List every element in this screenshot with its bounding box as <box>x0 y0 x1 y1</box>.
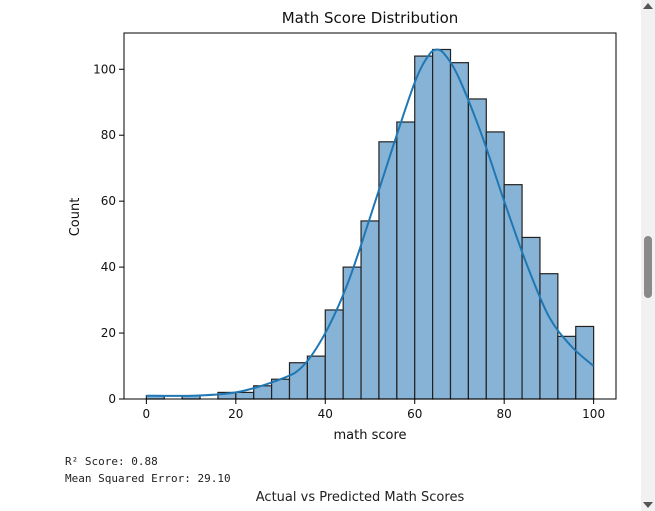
histogram-bar <box>414 55 434 400</box>
mse-output: Mean Squared Error: 29.10 <box>65 472 231 485</box>
y-tick-label: 40 <box>101 260 116 274</box>
y-tick-label: 80 <box>101 128 116 142</box>
histogram-bar <box>449 62 470 400</box>
histogram-bar <box>539 273 559 400</box>
vertical-scrollbar[interactable] <box>641 0 655 511</box>
r2-score-output: R² Score: 0.88 <box>65 455 158 468</box>
histogram-chart: Math Score Distribution 0 20 40 60 80 100 0 20… <box>68 9 617 443</box>
histogram-bar <box>503 184 523 400</box>
y-axis-label: Count <box>68 198 83 237</box>
histogram-bar <box>432 48 452 400</box>
histogram-bar <box>306 355 326 400</box>
x-tick-label: 40 <box>318 407 333 421</box>
x-tick-label: 60 <box>407 407 422 421</box>
scroll-up-arrow-icon[interactable] <box>643 3 653 9</box>
histogram-bar <box>360 220 380 400</box>
histogram-bar <box>235 391 255 400</box>
x-tick-label: 0 <box>143 407 151 421</box>
plot-frame <box>123 32 617 400</box>
histogram-bar <box>557 335 577 400</box>
kde-curve <box>146 48 595 397</box>
y-axis-ticks: 0 20 40 60 80 100 <box>93 62 124 406</box>
bars-layer <box>145 48 595 400</box>
x-tick-label: 100 <box>582 407 605 421</box>
y-tick-label: 20 <box>101 326 116 340</box>
chart-title: Math Score Distribution <box>282 9 459 27</box>
y-tick-label: 100 <box>93 62 116 76</box>
histogram-bar <box>396 121 416 400</box>
histogram-bar <box>324 309 344 400</box>
histogram-bar <box>288 362 308 400</box>
scroll-down-arrow-icon[interactable] <box>643 502 653 508</box>
x-axis-ticks: 0 20 40 60 80 100 <box>143 399 605 421</box>
histogram-bar <box>467 98 487 400</box>
y-tick-label: 0 <box>108 392 116 406</box>
x-tick-label: 80 <box>497 407 512 421</box>
y-tick-label: 60 <box>101 194 116 208</box>
x-tick-label: 20 <box>228 407 243 421</box>
next-chart-title: Actual vs Predicted Math Scores <box>255 490 465 505</box>
scrollbar-thumb[interactable] <box>644 236 652 298</box>
x-axis-label: math score <box>333 428 406 443</box>
